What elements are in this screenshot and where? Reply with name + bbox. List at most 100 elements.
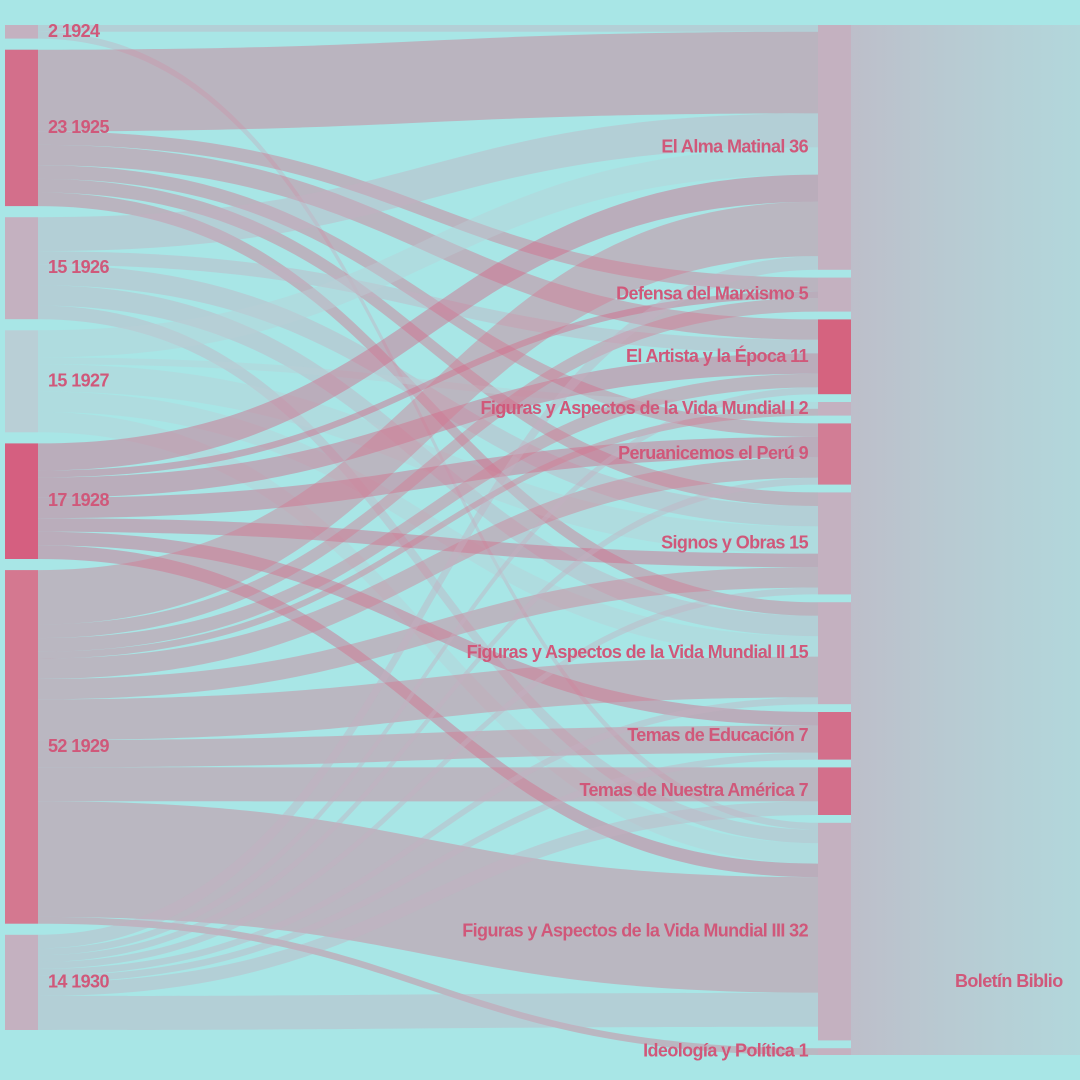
link (38, 373, 818, 652)
link (38, 567, 818, 700)
node-name: El Alma Matinal (661, 136, 784, 156)
link (38, 477, 818, 962)
link (38, 251, 818, 354)
node-name: Figuras y Aspectos de la Vida Mundial I (480, 398, 794, 418)
node-label: Signos y Obras 15 (661, 532, 808, 552)
link (38, 801, 818, 993)
node-value: 52 (48, 736, 67, 756)
link (38, 357, 818, 409)
link (38, 174, 818, 471)
node-label: 17 1928 (48, 490, 109, 510)
node-label: El Alma Matinal 36 (661, 136, 808, 156)
node-label: El Artista y la Época 11 (626, 345, 809, 366)
node-label: 14 1930 (48, 971, 109, 991)
node-value: 2 (48, 21, 58, 41)
link (38, 201, 818, 625)
link (38, 305, 818, 844)
node (5, 217, 38, 320)
link (38, 387, 818, 956)
node-value: 2 (799, 398, 809, 418)
node (818, 767, 851, 815)
node (818, 712, 851, 760)
node-name: 1927 (71, 370, 109, 390)
link (38, 545, 818, 878)
node-label: Ideología y Política 1 (643, 1040, 808, 1060)
node-name: 1925 (71, 117, 109, 137)
node-name: Ideología y Política (643, 1040, 796, 1060)
node-value: 11 (790, 346, 808, 366)
node-name: Figuras y Aspectos de la Vida Mundial II… (462, 920, 785, 940)
link (38, 364, 818, 554)
node-label: Temas de Nuestra América 7 (579, 780, 808, 800)
link (38, 31, 818, 830)
node-name: Defensa del Marxismo (616, 283, 795, 303)
link (38, 31, 818, 132)
node (818, 277, 851, 312)
node-value: 5 (799, 283, 809, 303)
link (38, 531, 818, 726)
node-label: Boletín Biblio (955, 971, 1063, 991)
node-label: Temas de Educación 7 (627, 725, 808, 745)
link (38, 291, 818, 478)
node (818, 25, 851, 270)
node (818, 319, 851, 395)
link (38, 411, 818, 864)
node-name: 1926 (71, 257, 109, 277)
node-label: 52 1929 (48, 736, 109, 756)
link (38, 408, 818, 659)
link (38, 165, 818, 438)
link (38, 178, 818, 506)
node (5, 570, 38, 924)
link (38, 437, 818, 519)
link (38, 131, 818, 292)
link (38, 147, 818, 358)
node (5, 49, 38, 207)
link (38, 113, 818, 252)
node-label: 15 1926 (48, 257, 109, 277)
node-value: 15 (48, 370, 67, 390)
link (38, 256, 818, 949)
node-value: 7 (799, 725, 809, 745)
link (38, 192, 818, 616)
link (38, 264, 818, 527)
node (5, 443, 38, 559)
link (38, 298, 818, 639)
node-name: Signos y Obras (661, 532, 785, 552)
node (818, 822, 851, 1041)
link (38, 725, 818, 768)
link (38, 656, 818, 741)
node-name: El Artista y la Época (626, 345, 787, 366)
node-name: Peruanicemos el Perú (618, 443, 794, 463)
node-name: Temas de Nuestra América (579, 780, 795, 800)
link (38, 353, 818, 498)
link (38, 25, 818, 32)
node-name: 1924 (62, 21, 100, 41)
node-value: 36 (789, 136, 808, 156)
link (38, 285, 818, 637)
node-label: 15 1927 (48, 370, 109, 390)
node-label: 23 1925 (48, 117, 109, 137)
link (38, 144, 818, 340)
link (38, 916, 818, 1055)
node-name: Temas de Educación (627, 725, 794, 745)
link (38, 697, 818, 976)
link (38, 992, 818, 1030)
node-label: Figuras y Aspectos de la Vida Mundial I … (480, 398, 808, 418)
node-name: 1930 (71, 971, 109, 991)
node (5, 25, 38, 39)
node-value: 15 (48, 257, 67, 277)
node (818, 402, 851, 416)
node-name: 1929 (71, 736, 109, 756)
node-label: Figuras y Aspectos de la Vida Mundial II… (467, 642, 809, 662)
node-value: 23 (48, 117, 67, 137)
node-value: 9 (799, 443, 809, 463)
node-label: Defensa del Marxismo 5 (616, 283, 808, 303)
node-value: 32 (789, 920, 808, 940)
node-value: 15 (789, 532, 808, 552)
node-value: 15 (789, 642, 808, 662)
node-value: 1 (799, 1040, 809, 1060)
link (38, 767, 818, 802)
links (38, 25, 818, 1055)
